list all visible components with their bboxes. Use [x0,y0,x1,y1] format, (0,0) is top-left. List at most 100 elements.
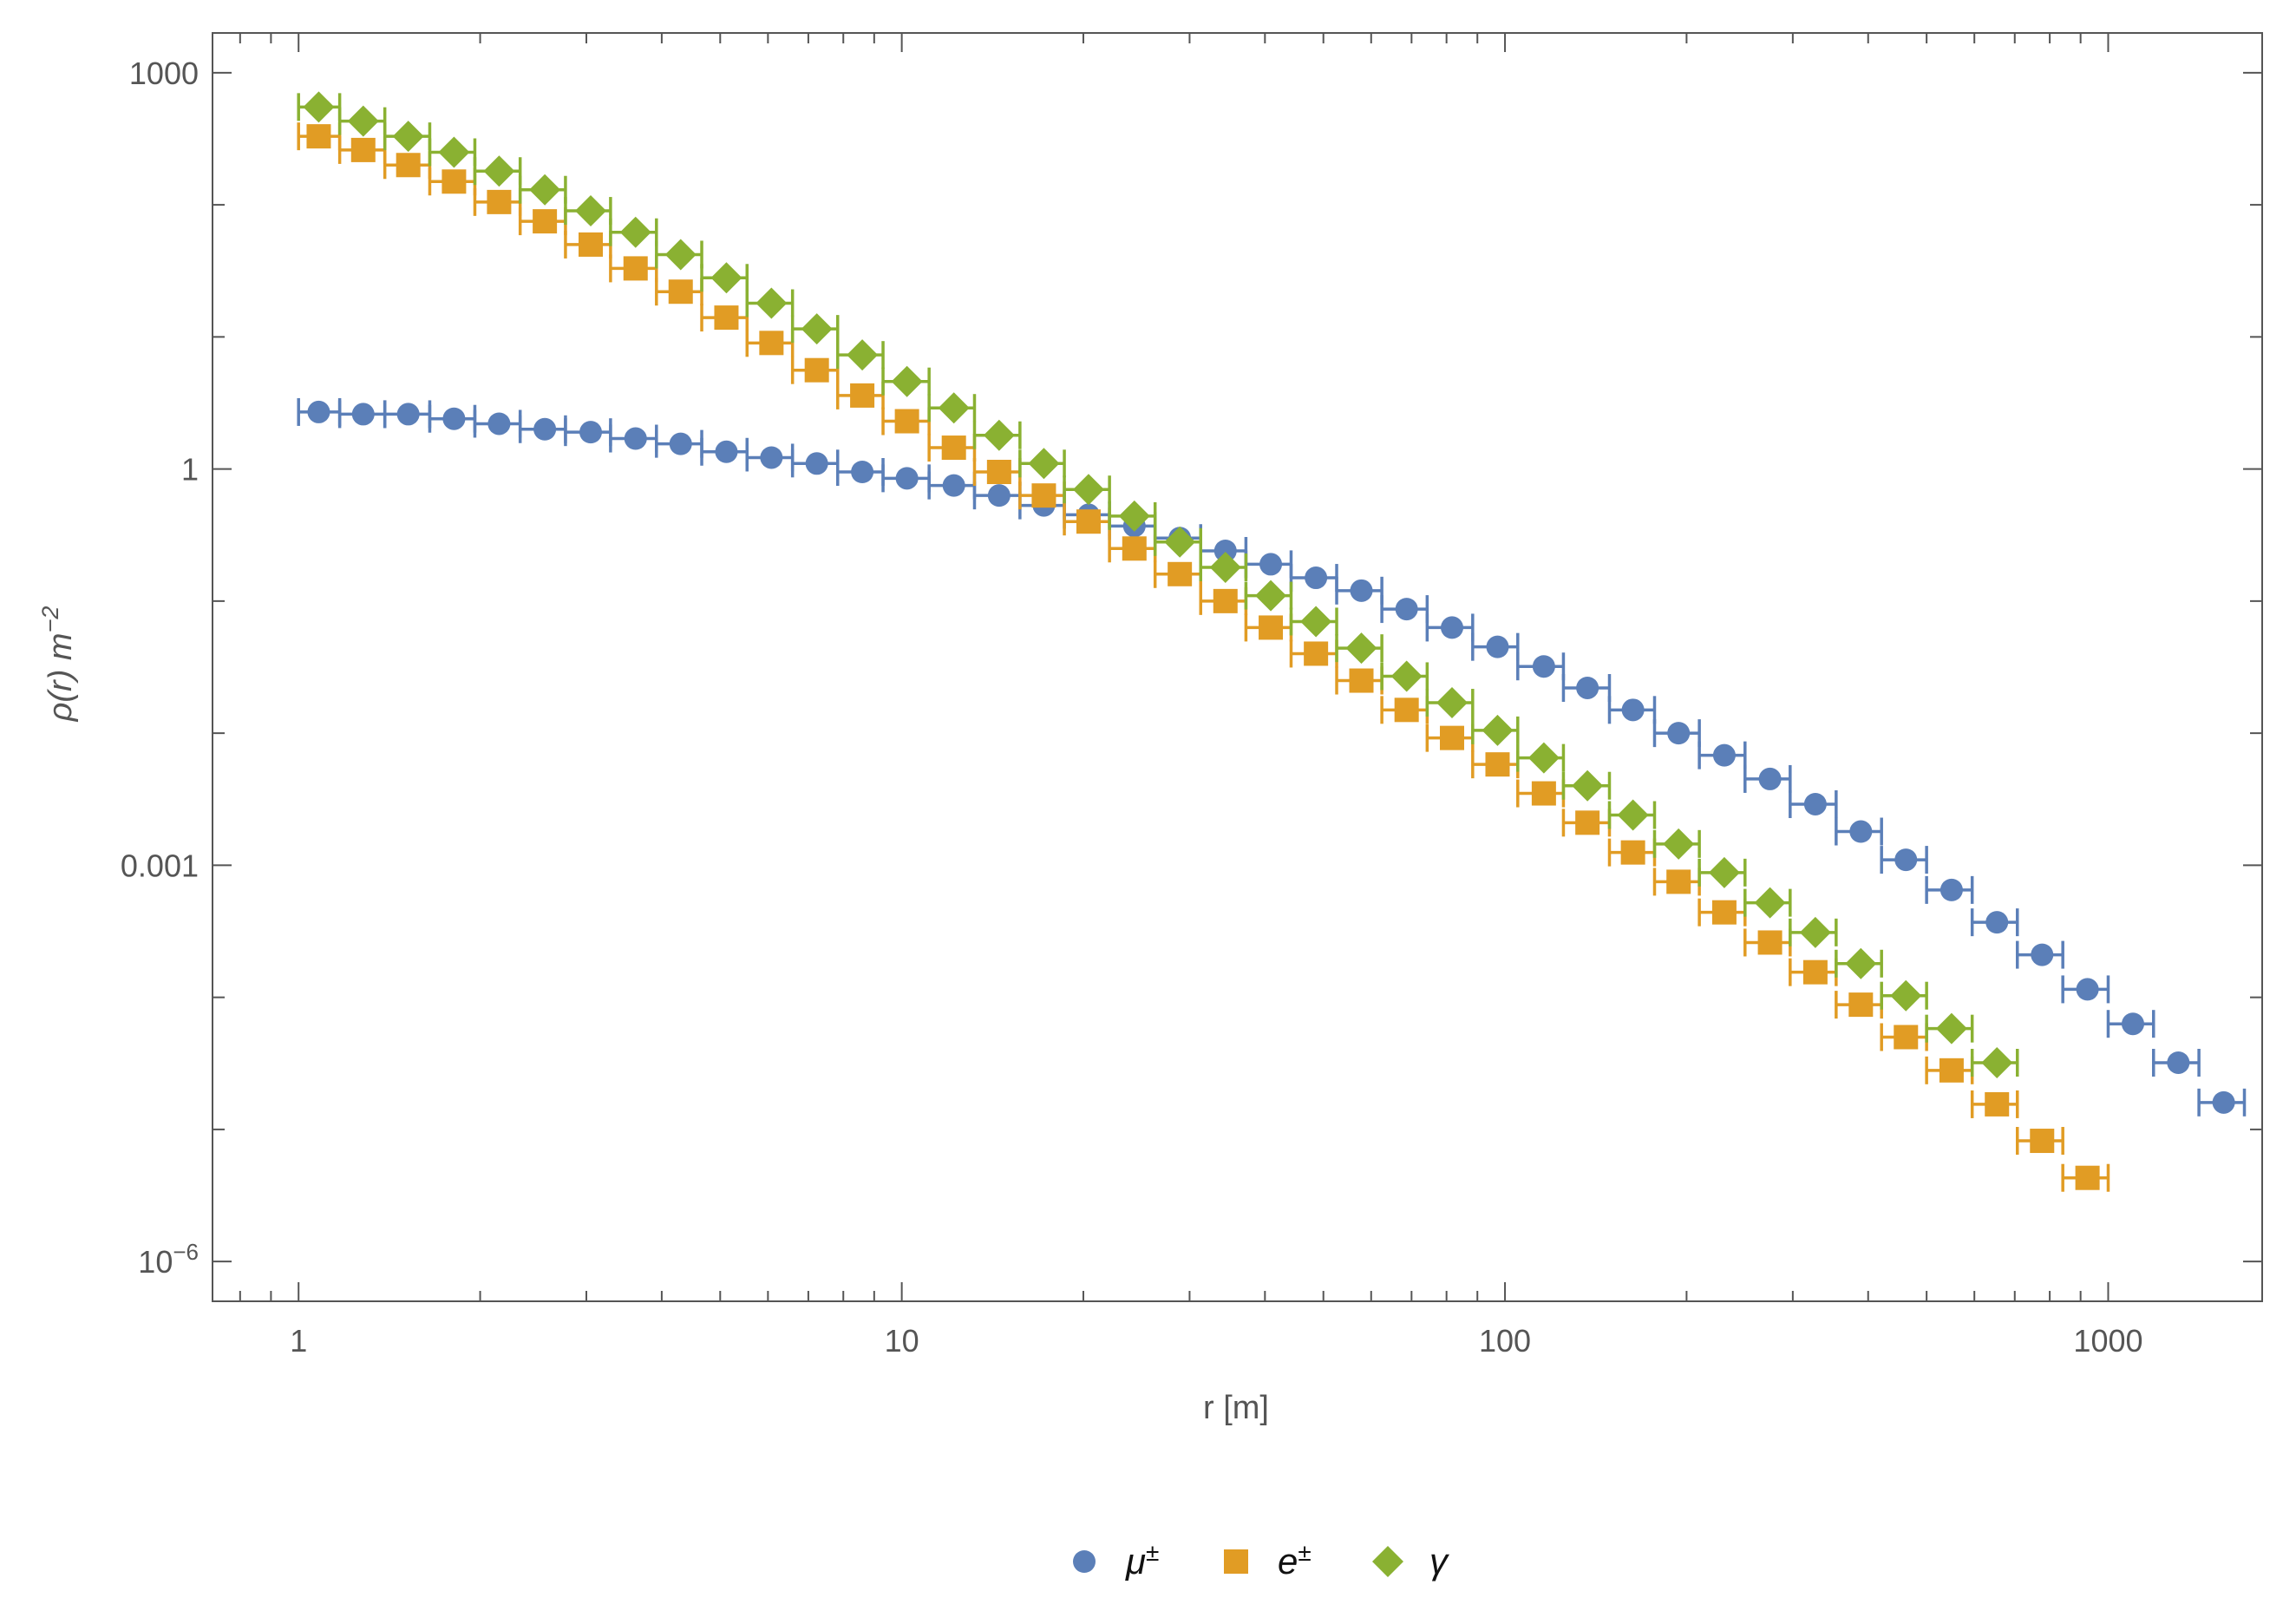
legend-marker [1073,1550,1096,1573]
data-point [891,365,923,397]
data-point [1527,742,1560,774]
data-point [350,137,376,162]
data-point [760,446,783,469]
data-point [987,484,1011,508]
y-tick-label: 1000 [129,56,199,91]
data-point [1394,697,1419,723]
x-axis-label: r [m] [1203,1390,1269,1426]
data-point [533,209,558,234]
data-point [1712,743,1736,767]
data-point [1939,1058,1964,1083]
legend-label: μ± [1125,1539,1159,1582]
data-point [1259,553,1283,576]
data-point [529,174,561,206]
data-point [1305,566,1328,590]
data-point [759,331,784,356]
data-point [1345,632,1377,665]
data-point [396,153,421,178]
data-point [941,435,966,461]
data-point [438,136,470,168]
data-point [668,279,693,305]
data-point [1486,635,1509,658]
data-point [2167,1051,2190,1074]
data-point [1076,509,1101,534]
data-point [1436,687,1469,719]
data-point [1802,959,1828,985]
legend-label: γ [1429,1541,1449,1582]
data-point [983,419,1015,451]
plot-border [212,32,2263,1302]
data-point [303,91,335,123]
data-point [1575,810,1600,835]
data-point [1031,483,1056,508]
legend: μ± e± γ [1073,1539,1449,1582]
data-point [1300,606,1332,638]
data-point [1758,767,1782,790]
data-point [1168,561,1193,586]
data-point [1985,1091,2010,1117]
data-point [2075,1165,2100,1190]
data-point [1164,526,1196,558]
data-point [306,124,331,149]
data-point [1213,539,1237,562]
data-point [938,392,970,424]
data-point [1072,474,1104,506]
data-point [1531,781,1556,806]
data-point [1799,916,1831,948]
data-point [1981,1046,2013,1078]
legend-item-0: μ± [1073,1539,1159,1582]
data-point [533,417,557,441]
data-point [442,169,467,194]
data-point [1255,580,1287,612]
plot-series [297,91,2247,1192]
data-point [801,313,833,345]
data-point [619,216,651,248]
data-point [1894,848,1918,872]
data-point [805,452,828,475]
y-axis-label-base: ρ(r) m [43,632,79,722]
data-point [1845,947,1877,979]
data-point [1350,579,1373,602]
data-point [664,239,697,271]
y-tick-label: 10−6 [138,1239,199,1280]
y-tick-label: 0.001 [121,848,199,883]
legend-marker [1224,1549,1248,1574]
legend-item-1: e± [1224,1539,1312,1582]
data-point [623,256,648,281]
data-point [2030,1129,2055,1154]
x-tick-label: 1000 [2073,1323,2142,1359]
data-point [756,287,788,319]
y-axis-label: ρ(r) m−2 [37,606,79,723]
legend-item-2: γ [1372,1541,1449,1582]
data-point [483,155,515,187]
data-point [2121,1012,2144,1036]
data-point [1848,992,1874,1018]
data-point [1803,792,1827,815]
axis-ticks: 1 10 100 1000 10−6 0.001 1 1000 [121,33,2262,1359]
data-point [1711,900,1737,925]
data-point [714,305,739,331]
data-point [575,195,607,227]
data-point [1395,598,1418,621]
data-point [895,467,919,490]
data-point [487,189,512,214]
data-point [1663,828,1695,860]
plot-frame [212,32,2263,1302]
data-point [1666,869,1691,894]
data-point [579,421,603,444]
data-point [1122,536,1147,561]
data-point [347,105,379,137]
series-2 [297,91,2019,1078]
data-point [847,339,879,371]
data-point [1259,615,1284,640]
data-point [1532,655,1555,678]
data-point [894,409,919,434]
data-point [1894,1025,1919,1050]
x-tick-label: 100 [1479,1323,1531,1359]
data-point [579,232,604,257]
data-point [715,440,738,463]
x-tick-label: 1 [290,1323,307,1359]
series-0 [297,397,2247,1117]
data-point [2212,1090,2235,1114]
